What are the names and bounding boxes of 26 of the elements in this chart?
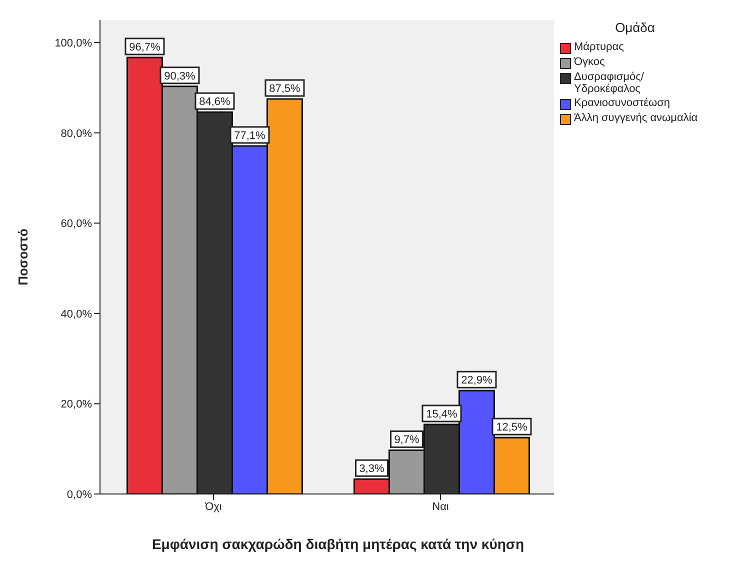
- y-tick-label: 80,0%: [60, 128, 92, 140]
- legend-label: Δυσραφισμός/ Υδροκέφαλος: [574, 71, 645, 95]
- data-label: 84,6%: [199, 96, 231, 108]
- x-tick-label: Ναι: [432, 500, 450, 513]
- data-label: 9,7%: [394, 434, 420, 446]
- legend-title: Ομάδα: [614, 20, 656, 35]
- y-tick-label: 20,0%: [60, 398, 92, 411]
- data-label: 15,4%: [426, 408, 458, 420]
- x-tick-label: Όχι: [204, 500, 222, 513]
- data-label: 87,5%: [269, 83, 301, 95]
- legend-label: Κρανιοσυνοστέωση: [574, 97, 670, 109]
- legend-label: Άλλη συγγενής ανωμαλία: [574, 112, 698, 124]
- data-label: 96,7%: [129, 41, 161, 54]
- data-label: 90,3%: [164, 70, 196, 82]
- y-tick-label: 0,0%: [66, 488, 92, 501]
- legend-label: Όγκος: [574, 56, 605, 68]
- legend-label: Μάρτυρας: [574, 41, 624, 53]
- y-tick-label: 40,0%: [60, 308, 92, 320]
- data-label: 77,1%: [234, 130, 266, 142]
- data-label: 3,3%: [359, 463, 384, 476]
- x-axis-title: Εμφάνιση σακχαρώδη διαβήτη μητέρας κατά την κύηση: [150, 536, 526, 552]
- data-label: 12,5%: [496, 422, 528, 434]
- y-tick-label: 100,0%: [54, 37, 92, 50]
- y-axis-title: Ποσοστό: [16, 228, 31, 286]
- data-label: 22,9%: [461, 374, 493, 387]
- y-tick-label: 60,0%: [60, 218, 92, 230]
